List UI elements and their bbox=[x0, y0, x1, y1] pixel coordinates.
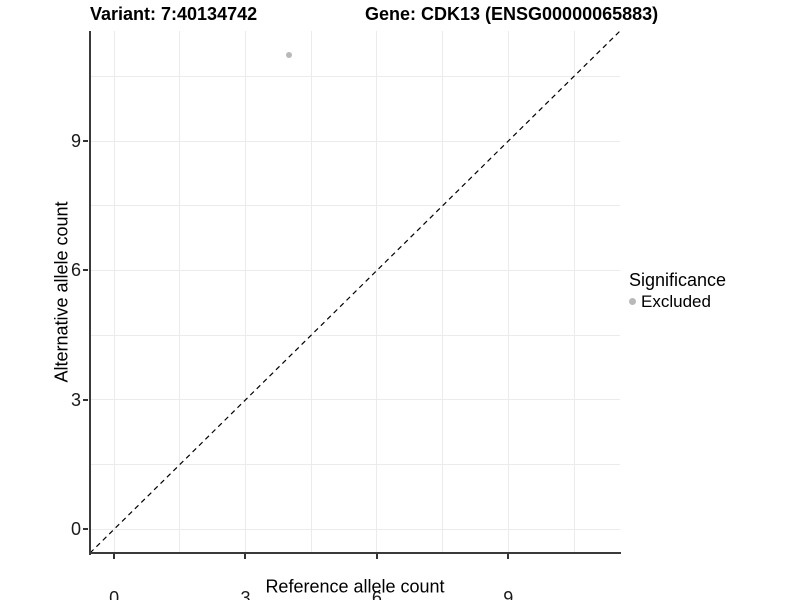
x-axis-line bbox=[89, 552, 621, 554]
gridline-horizontal bbox=[90, 464, 620, 466]
x-tick-mark bbox=[507, 554, 510, 559]
x-tick-label: 0 bbox=[109, 588, 120, 600]
gridline-horizontal bbox=[90, 399, 620, 401]
gridline-vertical bbox=[376, 31, 378, 553]
plot-panel: 0 3 6 9 0 3 6 9 bbox=[71, 30, 621, 600]
x-tick-label: 6 bbox=[371, 588, 382, 600]
legend-point-icon bbox=[629, 298, 636, 305]
y-tick-mark bbox=[83, 140, 88, 142]
legend-item: Excluded bbox=[629, 292, 726, 311]
x-axis-title: Reference allele count bbox=[265, 576, 445, 597]
legend-item-label: Excluded bbox=[641, 292, 711, 311]
gridline-vertical bbox=[573, 31, 575, 553]
gene-title: Gene: CDK13 (ENSG00000065883) bbox=[365, 4, 659, 24]
gridline-vertical bbox=[442, 31, 444, 553]
variant-title: Variant: 7:40134742 bbox=[90, 4, 258, 24]
data-point bbox=[286, 51, 293, 58]
gridline-vertical bbox=[507, 31, 509, 553]
gridline-horizontal bbox=[90, 205, 620, 207]
legend-title: Significance bbox=[629, 270, 727, 290]
y-axis-title: Alternative allele count bbox=[51, 201, 72, 383]
y-axis-line bbox=[89, 31, 91, 555]
x-tick-mark bbox=[113, 554, 116, 559]
y-tick-mark bbox=[83, 269, 88, 272]
y-tick-mark bbox=[83, 398, 88, 401]
gridline-vertical bbox=[310, 31, 312, 553]
x-tick-mark bbox=[375, 554, 378, 559]
y-tick-label: 6 bbox=[70, 260, 81, 281]
identity-line bbox=[89, 30, 621, 554]
y-tick-label: 9 bbox=[70, 131, 81, 151]
y-tick-label: 3 bbox=[70, 389, 81, 410]
gridline-vertical bbox=[113, 31, 115, 553]
y-tick-mark bbox=[83, 528, 88, 531]
gridline-horizontal bbox=[90, 528, 620, 530]
gridline-vertical bbox=[179, 31, 181, 553]
y-tick-label: 0 bbox=[70, 519, 81, 540]
x-tick-label: 3 bbox=[240, 588, 251, 600]
gridline-horizontal bbox=[90, 75, 620, 77]
legend: Significance Excluded bbox=[629, 270, 726, 311]
gridline-vertical bbox=[244, 31, 246, 553]
gridline-horizontal bbox=[90, 269, 620, 271]
gridline-horizontal bbox=[90, 140, 620, 142]
x-tick-label: 9 bbox=[503, 588, 514, 600]
gridline-horizontal bbox=[90, 334, 620, 336]
x-tick-mark bbox=[244, 554, 247, 559]
